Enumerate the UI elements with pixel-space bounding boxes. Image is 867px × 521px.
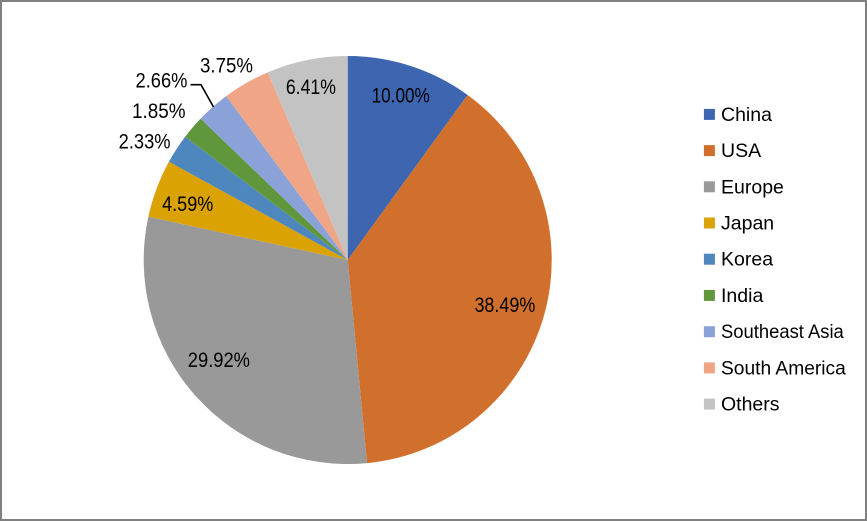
svg-text:Europe: Europe bbox=[721, 176, 784, 198]
svg-text:38.49%: 38.49% bbox=[474, 294, 535, 317]
svg-text:Others: Others bbox=[721, 394, 780, 416]
svg-text:1.85%: 1.85% bbox=[132, 100, 186, 123]
svg-text:China: China bbox=[721, 104, 772, 126]
svg-text:10.00%: 10.00% bbox=[372, 84, 430, 107]
svg-text:6.41%: 6.41% bbox=[286, 76, 336, 99]
svg-text:3.75%: 3.75% bbox=[200, 55, 253, 78]
svg-text:4.59%: 4.59% bbox=[162, 193, 213, 216]
svg-text:South America: South America bbox=[721, 357, 846, 379]
svg-text:Japan: Japan bbox=[721, 213, 774, 235]
svg-text:2.33%: 2.33% bbox=[119, 131, 171, 154]
svg-text:29.92%: 29.92% bbox=[188, 349, 250, 372]
svg-text:Korea: Korea bbox=[721, 249, 773, 271]
svg-text:India: India bbox=[721, 285, 763, 307]
svg-text:USA: USA bbox=[721, 140, 761, 162]
svg-text:Southeast Asia: Southeast Asia bbox=[721, 321, 844, 343]
svg-text:2.66%: 2.66% bbox=[136, 69, 188, 92]
